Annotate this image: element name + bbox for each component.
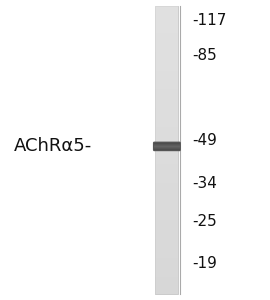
Text: -34: -34 [192,176,217,191]
FancyBboxPatch shape [153,142,181,151]
Text: -25: -25 [192,214,217,230]
Text: -19: -19 [192,256,217,271]
Text: -85: -85 [192,48,217,63]
Text: -49: -49 [192,133,217,148]
Text: -117: -117 [192,13,227,28]
Bar [156,6,178,294]
Text: AChRα5-: AChRα5- [14,137,92,155]
